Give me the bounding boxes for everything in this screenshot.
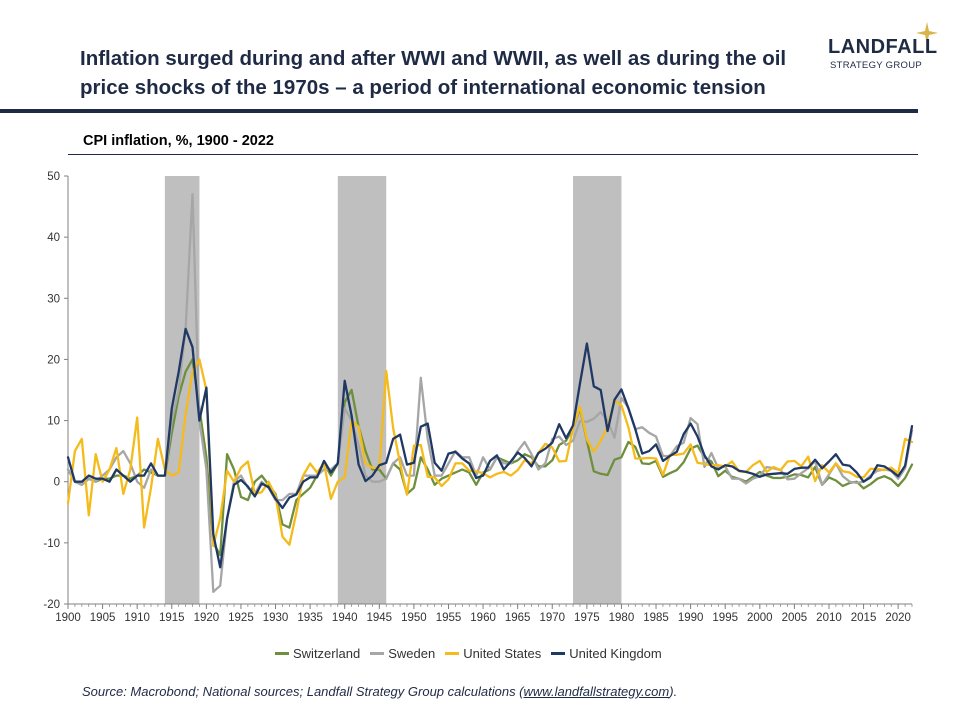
legend-item-switzerland: Switzerland	[275, 646, 360, 661]
star-icon	[916, 22, 938, 44]
chart-headline: Inflation surged during and after WWI an…	[80, 47, 787, 99]
chart-legend: Switzerland Sweden United States United Kin…	[275, 646, 662, 661]
x-tick-label: 1985	[643, 612, 669, 624]
landfall-logo: LANDFALL STRATEGY GROUP	[828, 22, 948, 82]
x-tick-label: 2005	[782, 612, 808, 624]
legend-item-sweden: Sweden	[370, 646, 435, 661]
x-tick-label: 2020	[885, 612, 911, 624]
inflation-line-chart: -20 -10 0 10 20 30 40 50 1900 1905 1910 1915 1920 192…	[43, 171, 914, 624]
legend-item-united-kingdom: United Kingdom	[551, 646, 662, 661]
y-tick-label: -20	[43, 599, 60, 611]
x-tick-label: 1915	[159, 612, 185, 624]
y-tick-label: 0	[54, 477, 60, 489]
x-tick-label: 1960	[470, 612, 496, 624]
x-tick-label: 1905	[90, 612, 116, 624]
logo-name: LANDFALL	[828, 36, 938, 58]
x-tick-label: 1925	[228, 612, 254, 624]
source-suffix: ).	[669, 684, 678, 699]
x-tick-label: 1920	[194, 612, 220, 624]
x-tick-label: 1940	[332, 612, 358, 624]
y-tick-label: 10	[47, 416, 60, 428]
chart-subtitle: CPI inflation, %, 1900 - 2022	[83, 133, 274, 149]
x-tick-label: 2000	[747, 612, 773, 624]
y-tick-label: 20	[47, 354, 60, 366]
x-tick-label: 1910	[124, 612, 150, 624]
legend-swatch	[370, 652, 385, 655]
x-tick-label: 1945	[367, 612, 393, 624]
x-tick-label: 1950	[401, 612, 427, 624]
y-tick-label: 50	[47, 171, 60, 183]
x-tick-label: 1975	[574, 612, 600, 624]
legend-label: Switzerland	[293, 646, 361, 661]
legend-item-united-states: United States	[445, 646, 541, 661]
legend-label: United States	[463, 646, 542, 661]
x-tick-label: 1930	[263, 612, 289, 624]
source-note: Source: Macrobond; National sources; Lan…	[82, 684, 677, 699]
x-tick-label: 1970	[539, 612, 565, 624]
logo-tagline: STRATEGY GROUP	[830, 60, 923, 71]
source-text: Source: Macrobond; National sources; Lan…	[82, 684, 524, 699]
y-tick-label: 30	[47, 293, 60, 305]
x-tick-label: 1980	[609, 612, 635, 624]
legend-swatch	[445, 652, 460, 655]
header-divider	[0, 109, 918, 113]
x-tick-label: 2015	[851, 612, 877, 624]
shaded-period-2	[573, 176, 622, 604]
legend-swatch	[275, 652, 289, 655]
x-tick-label: 1935	[297, 612, 323, 624]
x-tick-label: 1900	[55, 612, 81, 624]
x-tick-label: 1990	[678, 612, 704, 624]
series-line-united-kingdom	[66, 327, 914, 569]
subtitle-divider	[68, 154, 918, 155]
legend-label: Sweden	[388, 646, 436, 661]
x-tick-label: 1955	[436, 612, 462, 624]
x-tick-label: 1995	[712, 612, 738, 624]
x-tick-label: 1965	[505, 612, 531, 624]
y-tick-label: 40	[47, 232, 60, 244]
source-link[interactable]: www.landfallstrategy.com	[523, 684, 670, 699]
x-tick-label: 2010	[816, 612, 842, 624]
y-tick-label: -10	[43, 538, 60, 550]
legend-label: United Kingdom	[569, 646, 662, 661]
legend-swatch	[551, 652, 566, 655]
